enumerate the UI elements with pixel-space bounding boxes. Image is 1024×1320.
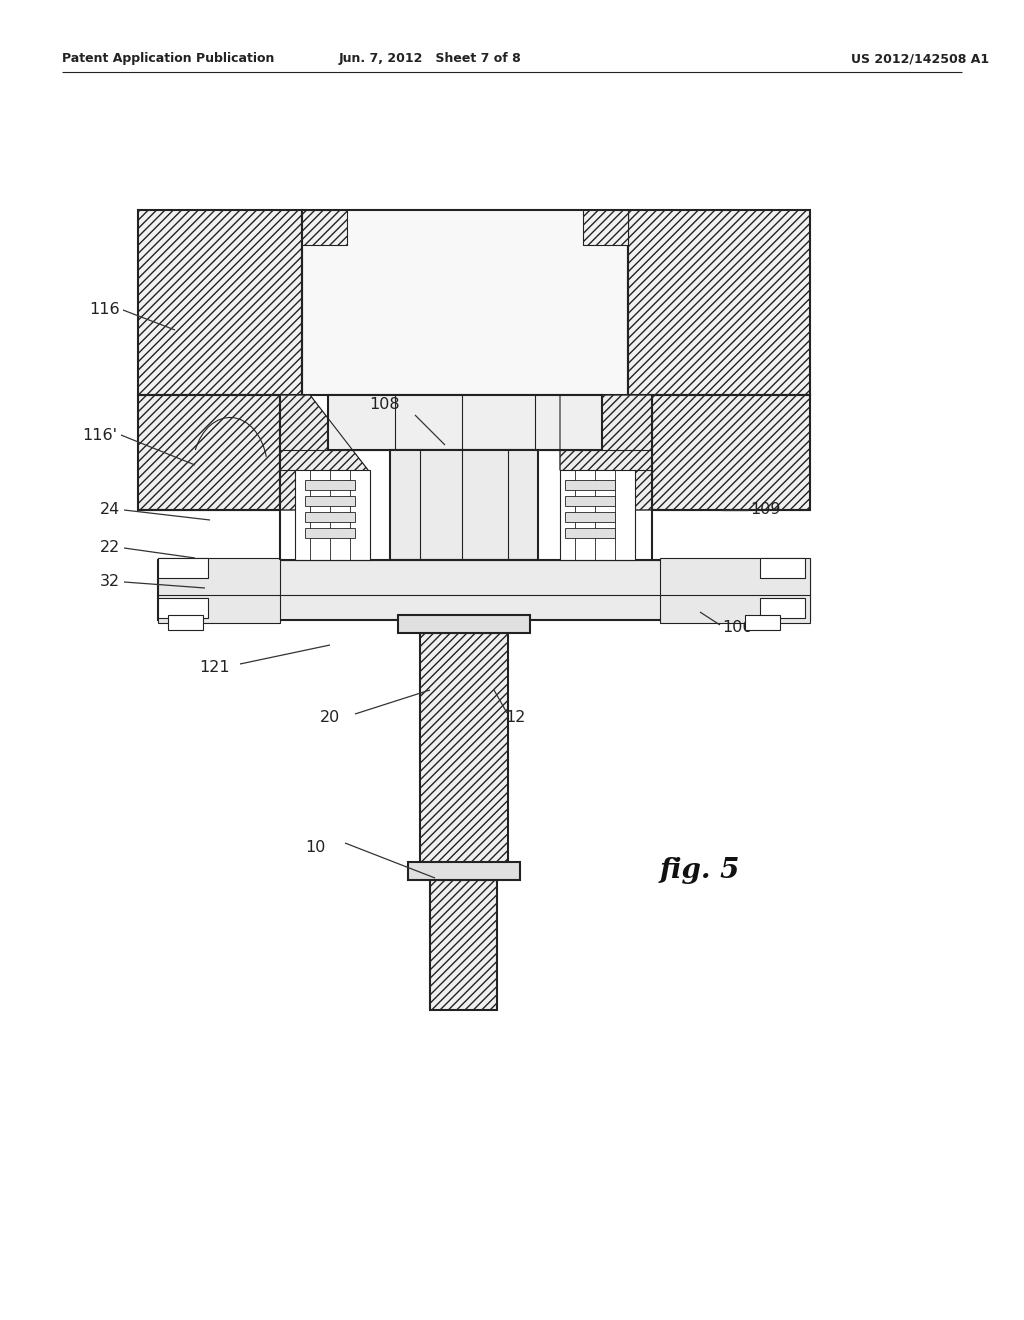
Text: fig. 5: fig. 5: [659, 857, 740, 883]
Text: 22: 22: [99, 540, 120, 556]
Bar: [168, 615, 203, 630]
Bar: [158, 558, 208, 578]
Bar: [158, 558, 280, 623]
Bar: [302, 210, 628, 395]
Bar: [305, 528, 355, 539]
Bar: [565, 528, 615, 539]
Bar: [430, 880, 497, 1010]
Text: 32: 32: [100, 574, 120, 590]
Text: Patent Application Publication: Patent Application Publication: [62, 51, 274, 65]
Bar: [560, 470, 635, 560]
Bar: [760, 598, 805, 618]
Polygon shape: [420, 634, 508, 870]
Bar: [158, 598, 208, 618]
Polygon shape: [583, 210, 628, 246]
Text: 24: 24: [99, 503, 120, 517]
Bar: [420, 634, 508, 870]
Text: 10: 10: [305, 840, 326, 855]
Text: 121: 121: [200, 660, 230, 675]
Bar: [408, 862, 520, 880]
Bar: [565, 512, 615, 521]
Bar: [760, 558, 805, 578]
Bar: [138, 210, 302, 395]
Bar: [328, 395, 602, 450]
Bar: [628, 210, 810, 395]
Bar: [158, 560, 810, 620]
Bar: [305, 480, 355, 490]
Text: US 2012/142508 A1: US 2012/142508 A1: [851, 51, 989, 65]
Polygon shape: [560, 395, 652, 510]
Polygon shape: [138, 395, 280, 510]
Bar: [565, 480, 615, 490]
Polygon shape: [430, 880, 497, 1010]
Bar: [305, 496, 355, 506]
Text: 116: 116: [89, 302, 120, 318]
Text: 109: 109: [750, 503, 780, 517]
Text: Jun. 7, 2012   Sheet 7 of 8: Jun. 7, 2012 Sheet 7 of 8: [339, 51, 521, 65]
Bar: [295, 470, 370, 560]
Polygon shape: [138, 210, 302, 395]
Polygon shape: [280, 395, 368, 510]
Text: 12: 12: [505, 710, 525, 725]
Bar: [660, 558, 810, 623]
Polygon shape: [652, 395, 810, 510]
Bar: [305, 512, 355, 521]
Bar: [583, 210, 628, 246]
Polygon shape: [302, 210, 347, 246]
Bar: [390, 450, 538, 560]
Bar: [652, 395, 810, 510]
Bar: [398, 615, 530, 634]
Text: 108: 108: [370, 397, 400, 412]
Bar: [745, 615, 780, 630]
Text: 116': 116': [82, 428, 117, 442]
Bar: [565, 496, 615, 506]
Polygon shape: [628, 210, 810, 395]
Text: 106: 106: [722, 620, 753, 635]
Text: 20: 20: [319, 710, 340, 725]
Bar: [302, 210, 347, 246]
Bar: [138, 395, 280, 510]
